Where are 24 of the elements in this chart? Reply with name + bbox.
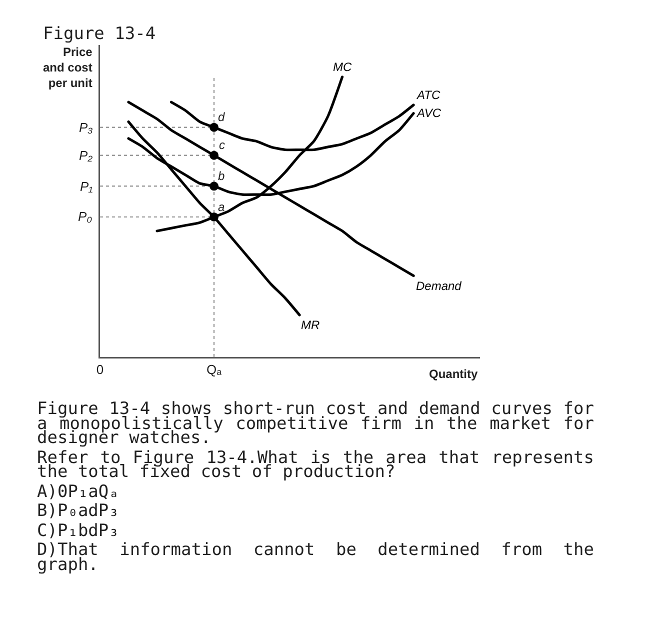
annotation: b [218,169,225,183]
x-axis-title: Quantity [429,367,478,381]
text: Refer to Figure 13-4.What is the area that represents the total fixed cost of production? [37,448,594,482]
series-label: MC [333,60,352,74]
text: B)P₀adP₃ [37,501,120,521]
text: A)0P₁aQₐ [37,482,120,502]
series-label: ATC [416,88,440,102]
ref-line-label: P₂ [79,148,93,163]
ref-line-label: P₀ [78,209,93,224]
ref-line-label: P₁ [80,179,93,194]
series-label: MR [301,318,320,332]
annotation: c [219,138,225,152]
y-axis-title: Price and cost per unit [43,45,93,90]
annotation: d [218,110,225,124]
text: C)P₁bdP₃ [37,520,120,540]
chart-title: Figure 13-4 [43,24,156,44]
text: D)That information cannot be determined from the graph. [37,540,594,574]
series-label: Demand [416,279,462,293]
ref-line-label: P₃ [79,120,93,135]
series-label: AVC [416,106,442,120]
x-tick-label: Qₐ [206,362,222,378]
annotation: a [218,200,225,214]
x-tick-label: 0 [96,362,104,378]
caption: Figure 13-4 shows short-run cost and demand curves for a monopolistically competitive firm in the market for designer watches. [37,399,594,448]
